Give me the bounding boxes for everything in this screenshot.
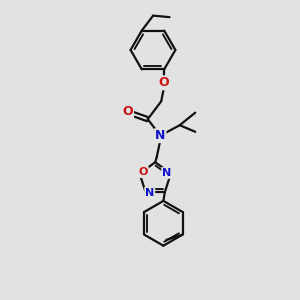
Text: O: O (122, 105, 133, 118)
Text: O: O (159, 76, 169, 89)
Text: N: N (155, 129, 166, 142)
Text: O: O (139, 167, 148, 177)
Text: N: N (145, 188, 154, 197)
Text: N: N (162, 168, 171, 178)
